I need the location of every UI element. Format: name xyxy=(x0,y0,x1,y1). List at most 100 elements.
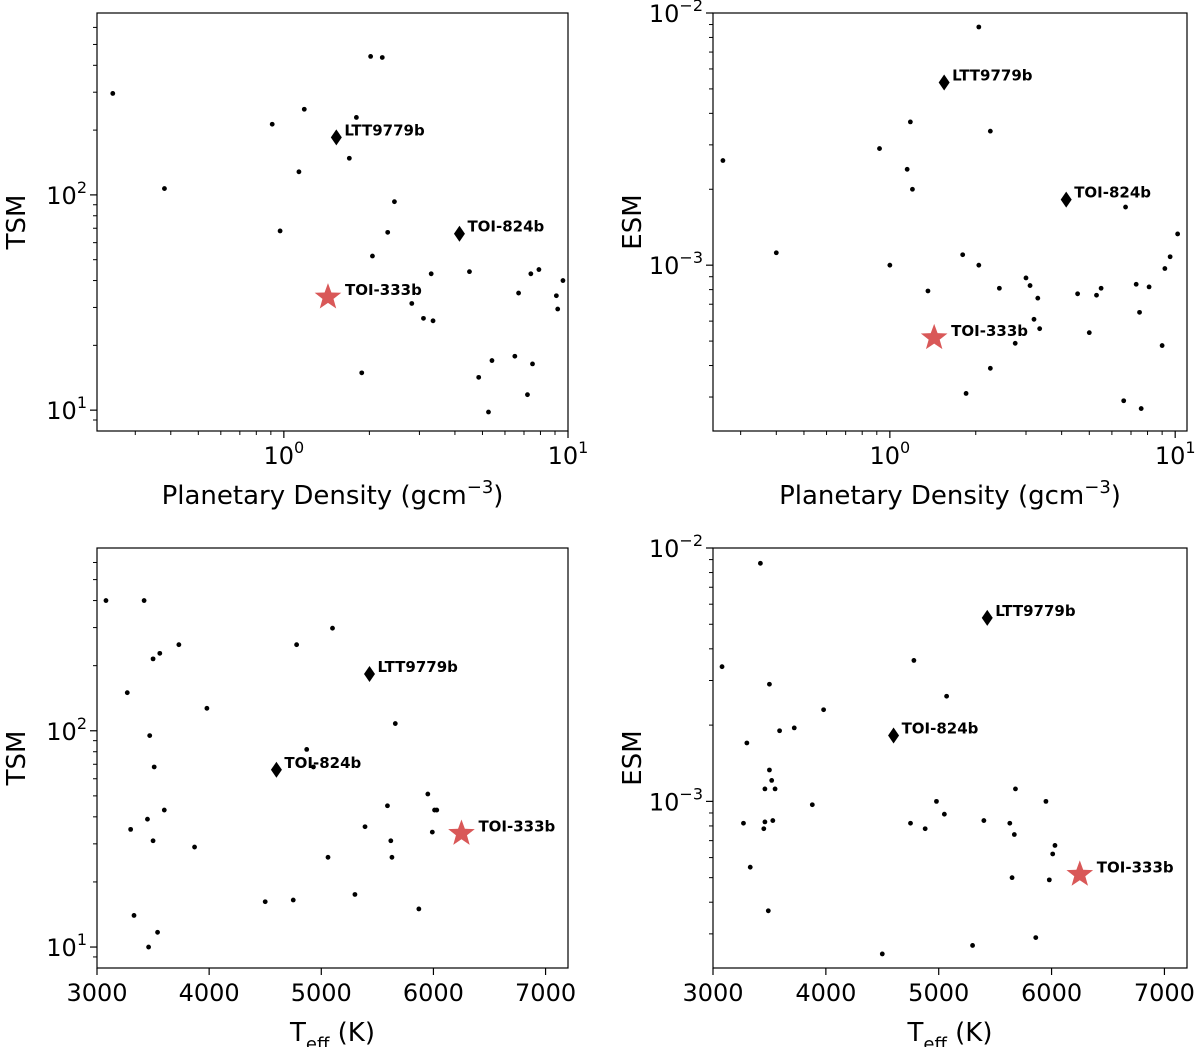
y-tick-label: 10−2 xyxy=(649,531,703,563)
y-tick-base: 10 xyxy=(649,788,680,816)
planet-marker-star xyxy=(314,283,342,309)
x-axis-label-base: T xyxy=(907,1018,924,1047)
x-tick-base: 7000 xyxy=(1134,979,1195,1007)
x-axis-label-base: Planetary Density (gcm xyxy=(779,481,1084,511)
data-point xyxy=(944,693,950,699)
data-point xyxy=(987,128,993,134)
planet-marker-star xyxy=(1066,860,1094,886)
data-point xyxy=(809,802,815,808)
planet-marker-diamond xyxy=(981,609,993,626)
data-point xyxy=(103,598,109,603)
data-point xyxy=(821,707,826,713)
data-point xyxy=(346,155,352,161)
planet-label: LTT9779b xyxy=(378,658,459,676)
data-point xyxy=(922,826,928,832)
data-point xyxy=(359,370,365,376)
data-point xyxy=(555,306,561,312)
x-tick-base: 4000 xyxy=(795,979,856,1007)
y-tick-base: 10 xyxy=(649,535,680,563)
x-tick-base: 6000 xyxy=(1021,979,1082,1007)
data-point xyxy=(192,844,197,850)
data-point xyxy=(486,409,491,415)
data-point xyxy=(467,269,472,275)
planet-marker-star xyxy=(448,819,475,845)
data-point xyxy=(1123,204,1128,210)
data-point xyxy=(908,820,913,826)
x-tick-label: 100 xyxy=(263,438,304,470)
y-tick-base: 10 xyxy=(649,0,680,28)
data-point xyxy=(392,721,398,726)
data-point xyxy=(879,951,885,957)
data-point xyxy=(536,267,542,272)
planet-label: LTT9779b xyxy=(344,121,425,139)
data-point xyxy=(770,818,776,823)
data-point xyxy=(525,392,530,398)
x-axis-label: Planetary Density (gcm−3) xyxy=(162,477,504,511)
data-point xyxy=(791,725,797,731)
data-point xyxy=(910,186,915,192)
data-point xyxy=(489,358,495,363)
data-point xyxy=(425,791,431,797)
x-tick-base: 3000 xyxy=(66,979,127,1007)
data-point xyxy=(110,91,116,96)
x-axis-label-tail: ) xyxy=(493,481,503,511)
x-tick-base: 4000 xyxy=(179,979,240,1007)
data-point xyxy=(1159,343,1165,348)
data-point xyxy=(560,278,566,283)
data-point xyxy=(150,838,156,844)
data-point xyxy=(385,803,390,809)
data-point xyxy=(1162,266,1168,271)
data-point xyxy=(409,301,415,306)
x-tick-exponent: 1 xyxy=(1185,438,1195,457)
data-point xyxy=(1013,786,1018,792)
data-point xyxy=(388,838,394,844)
x-axis-label-sup: −3 xyxy=(1084,477,1111,498)
data-point xyxy=(777,728,782,734)
planet-label: TOI-824b xyxy=(467,218,544,236)
plot-frame xyxy=(96,547,569,969)
data-point xyxy=(911,658,917,663)
data-point xyxy=(1052,843,1058,848)
x-axis-label: Teff (K) xyxy=(907,1018,993,1047)
y-axis-label: TSM xyxy=(2,731,32,787)
data-point xyxy=(987,365,993,371)
y-tick-exponent: 1 xyxy=(77,930,87,949)
data-point xyxy=(151,764,157,770)
x-tick-label: 7000 xyxy=(1134,979,1195,1007)
planet-marker-diamond xyxy=(938,74,950,91)
data-point xyxy=(769,778,775,783)
data-point xyxy=(304,747,310,752)
data-point xyxy=(1086,330,1092,336)
x-tick-base: 10 xyxy=(263,442,294,470)
data-point xyxy=(1023,275,1029,281)
y-tick-exponent: −3 xyxy=(679,784,703,803)
data-point xyxy=(1175,231,1181,237)
planet-marker-diamond xyxy=(364,666,376,683)
data-point xyxy=(145,816,150,822)
y-tick-base: 10 xyxy=(46,934,77,962)
plot-frame xyxy=(712,547,1188,969)
x-axis-label: Teff (K) xyxy=(289,1018,375,1047)
data-point xyxy=(762,786,768,792)
data-point xyxy=(1007,820,1013,826)
data-point xyxy=(1043,798,1049,804)
data-point xyxy=(934,798,939,804)
planet-marker-diamond xyxy=(1060,191,1072,208)
planet-label: TOI-824b xyxy=(1074,184,1151,202)
data-point xyxy=(476,374,482,380)
data-point xyxy=(421,315,426,321)
data-point xyxy=(379,55,385,60)
data-point xyxy=(301,106,307,112)
data-point xyxy=(141,598,147,603)
data-point xyxy=(553,293,559,299)
planet-marker-star xyxy=(920,323,948,350)
data-point xyxy=(368,54,374,59)
x-axis-label-tail: (K) xyxy=(329,1018,375,1047)
data-point xyxy=(1121,398,1127,404)
data-point xyxy=(772,786,778,792)
data-point xyxy=(204,705,210,711)
data-point xyxy=(976,24,982,30)
data-point xyxy=(941,811,947,817)
data-point xyxy=(512,353,518,359)
planet-marker-diamond xyxy=(270,761,282,778)
